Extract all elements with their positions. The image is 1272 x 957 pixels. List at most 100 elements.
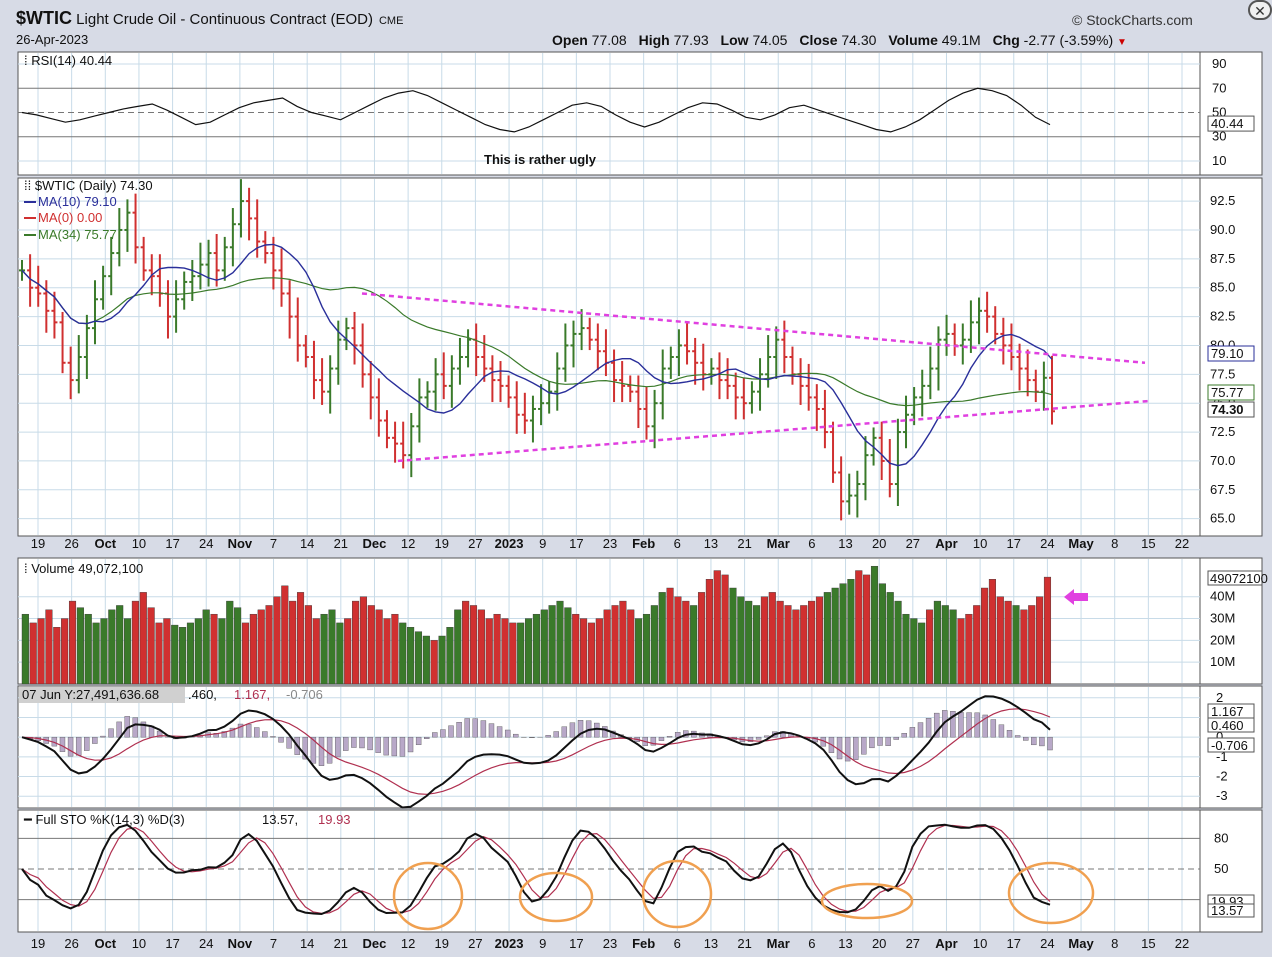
volume-bar: [84, 613, 92, 685]
volume-tick-label: 20M: [1210, 632, 1235, 647]
volume-bar: [139, 592, 147, 685]
volume-bar: [642, 613, 651, 685]
ma34-legend: MA(34) 75.77: [38, 227, 117, 242]
x-tick-label: Oct: [94, 536, 116, 551]
chart-title: $WTIC Light Crude Oil - Continuous Contr…: [16, 8, 403, 29]
volume-tick-label: 40M: [1210, 589, 1235, 604]
macd-histogram-bar: [456, 722, 462, 738]
macd-tick-label: -3: [1216, 788, 1228, 803]
x-tick-label: Oct: [94, 936, 116, 951]
macd-histogram-bar: [472, 718, 478, 738]
macd-histogram-bar: [464, 718, 470, 738]
macd-legend-box: [19, 687, 185, 703]
volume-tick-label: 30M: [1210, 611, 1235, 626]
macd-histogram-bar: [334, 736, 341, 758]
volume-bar: [446, 627, 454, 685]
volume-bar: [281, 585, 289, 685]
close-tag-box: [1207, 401, 1255, 418]
x-tick-label: 27: [468, 536, 482, 551]
x-tick-label: 19: [435, 936, 449, 951]
volume-bar: [540, 609, 548, 685]
volume-bar: [690, 605, 698, 685]
volume-bar: [525, 618, 533, 685]
volume-bar: [399, 622, 407, 685]
panel-price: [17, 177, 1263, 537]
highlight-circle: [1007, 861, 1095, 925]
volume-bar: [391, 613, 399, 685]
volume-bar: [469, 605, 478, 685]
sto-k-tag: 13.57: [1211, 903, 1244, 918]
macd-histogram-bar: [375, 736, 381, 753]
volume-bar: [61, 618, 69, 685]
macd-histogram-bar: [1023, 736, 1029, 741]
sto-d-line: [21, 824, 1051, 915]
x-tick-label: 21: [334, 536, 348, 551]
volume-bar: [548, 605, 556, 685]
volume-bar: [627, 609, 635, 685]
close-icon[interactable]: ✕: [1248, 0, 1272, 20]
macd-histogram-bar: [343, 736, 349, 751]
volume-bar: [595, 618, 603, 685]
x-tick-label: 15: [1141, 936, 1155, 951]
macd-histogram-bar: [666, 736, 673, 738]
exchange: CME: [378, 15, 404, 27]
volume-bar: [847, 579, 855, 685]
down-arrow-icon: ▼: [1117, 37, 1127, 48]
x-tick-label: 21: [737, 936, 751, 951]
x-tick-label: 20: [872, 936, 886, 951]
volume-bar: [721, 574, 729, 685]
price-tick-label: 82.5: [1210, 309, 1235, 324]
sto-tick-label: 50: [1214, 861, 1228, 876]
volume-bar: [171, 624, 179, 685]
x-tick-label: 13: [838, 936, 852, 951]
price-tick-label: 90.0: [1210, 222, 1235, 237]
macd-histogram-bar: [480, 720, 487, 738]
x-tick-label: 17: [165, 536, 179, 551]
macd-histogram-bar: [504, 729, 511, 738]
macd-histogram-bar: [982, 714, 988, 738]
macd-histogram-bar: [1031, 736, 1037, 746]
volume-bar: [823, 592, 831, 685]
sto-k-tag-box: [1207, 903, 1255, 918]
volume-bar: [29, 622, 37, 685]
volume-bar: [430, 640, 438, 685]
volume-bar: [863, 574, 871, 685]
x-tick-label: 8: [1111, 536, 1118, 551]
macd-histogram-bar: [844, 736, 851, 762]
volume-bar: [635, 618, 643, 685]
volume-bar: [650, 605, 658, 685]
x-tick-label: 17: [165, 936, 179, 951]
volume-tick-label: 10M: [1210, 654, 1235, 669]
x-tick-label: 24: [199, 536, 213, 551]
volume-bar: [383, 618, 391, 685]
macd-histogram-bar: [561, 726, 568, 738]
x-tick-label: 19: [435, 536, 449, 551]
macd-histogram-bar: [933, 712, 940, 738]
macd-histogram-bar: [221, 731, 228, 738]
volume-bar: [910, 618, 918, 685]
macd-histogram-bar: [391, 736, 398, 757]
volume-bar: [210, 613, 218, 685]
x-tick-label: 17: [569, 936, 583, 951]
macd-hist-tag-box: [1207, 737, 1255, 753]
volume-bar: [933, 600, 941, 685]
volume-bar: [768, 592, 776, 685]
high-value: 77.93: [673, 32, 709, 48]
source-credit: © StockCharts.com: [1072, 12, 1193, 28]
symbol: $WTIC: [16, 8, 72, 28]
x-tick-label: Dec: [363, 536, 387, 551]
macd-histogram-bar: [974, 712, 980, 738]
ma10-tag: 79.10: [1211, 346, 1244, 361]
macd-histogram-bar: [448, 725, 454, 738]
macd-histogram-bar: [318, 736, 325, 766]
volume-bar: [705, 579, 713, 685]
volume-bar: [894, 600, 902, 685]
volume-bar: [996, 596, 1004, 685]
volume-bar: [1028, 605, 1036, 685]
volume-bar: [124, 618, 132, 685]
macd-histogram-bar: [302, 736, 309, 760]
volume-bar: [45, 609, 53, 685]
x-tick-label: 7: [270, 536, 277, 551]
sto-legend-prefix: ━ Full STO %K(14,3) %D(3): [23, 812, 185, 827]
